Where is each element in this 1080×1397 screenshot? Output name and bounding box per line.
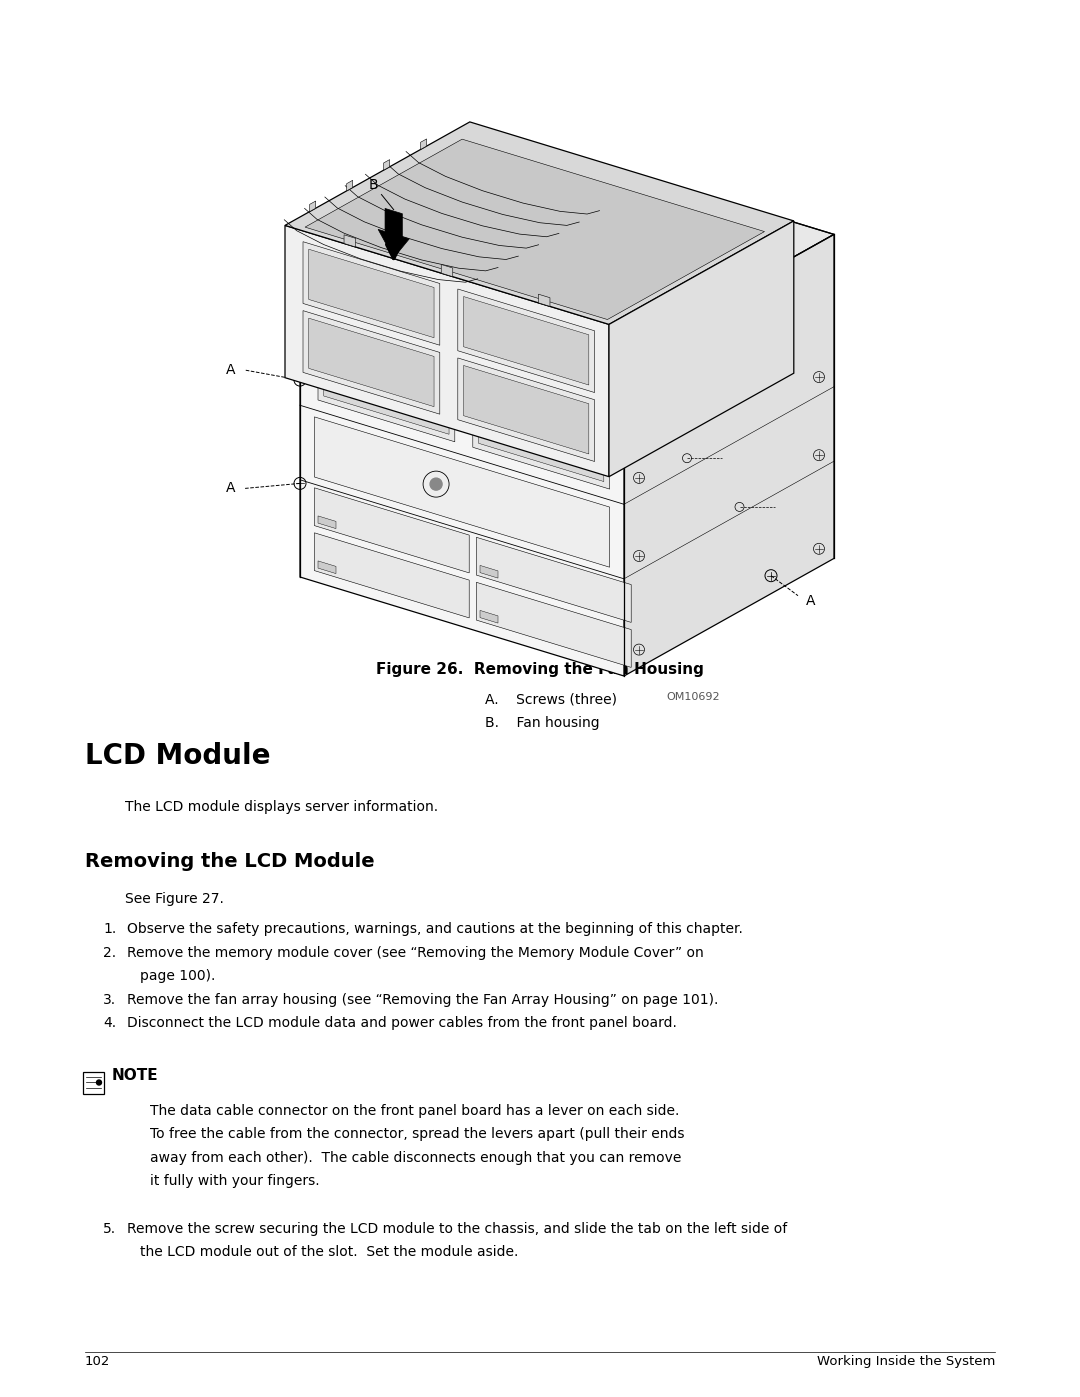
Polygon shape: [309, 249, 434, 338]
Polygon shape: [476, 583, 631, 668]
Text: the LCD module out of the slot.  Set the module aside.: the LCD module out of the slot. Set the …: [140, 1245, 518, 1259]
Text: Removing the LCD Module: Removing the LCD Module: [85, 852, 375, 870]
Polygon shape: [473, 386, 609, 489]
Circle shape: [430, 478, 442, 490]
Text: B: B: [368, 177, 378, 191]
Polygon shape: [378, 208, 409, 258]
Text: LCD Module: LCD Module: [85, 742, 270, 770]
Text: B.    Fan housing: B. Fan housing: [485, 717, 599, 731]
Polygon shape: [303, 242, 440, 345]
Text: A: A: [226, 363, 235, 377]
Polygon shape: [463, 296, 589, 386]
Text: 5.: 5.: [103, 1221, 117, 1235]
Polygon shape: [285, 122, 794, 324]
Text: Remove the fan array housing (see “Removing the Fan Array Housing” on page 101).: Remove the fan array housing (see “Remov…: [127, 992, 718, 1006]
Circle shape: [96, 1080, 102, 1085]
Polygon shape: [442, 264, 453, 277]
Polygon shape: [480, 610, 498, 623]
Text: A: A: [806, 594, 815, 608]
Text: 102: 102: [85, 1355, 110, 1368]
Polygon shape: [303, 310, 440, 414]
Text: 1.: 1.: [103, 922, 117, 936]
Text: NOTE: NOTE: [112, 1067, 159, 1083]
Polygon shape: [539, 295, 550, 306]
Polygon shape: [480, 566, 498, 578]
Text: 2.: 2.: [103, 946, 117, 960]
Text: page 100).: page 100).: [140, 970, 215, 983]
Polygon shape: [318, 562, 336, 574]
Polygon shape: [473, 317, 609, 420]
Polygon shape: [314, 532, 469, 617]
Polygon shape: [347, 180, 353, 191]
Text: A.    Screws (three): A. Screws (three): [485, 692, 617, 705]
Text: Remove the memory module cover (see “Removing the Memory Module Cover” on: Remove the memory module cover (see “Rem…: [127, 946, 704, 960]
Text: OM10692: OM10692: [666, 693, 720, 703]
Polygon shape: [383, 159, 390, 170]
Text: The data cable connector on the front panel board has a lever on each side.: The data cable connector on the front pa…: [150, 1104, 679, 1118]
Text: To free the cable from the connector, spread the levers apart (pull their ends: To free the cable from the connector, sp…: [150, 1127, 685, 1141]
Text: 4.: 4.: [103, 1016, 117, 1030]
Text: 3.: 3.: [103, 992, 117, 1006]
Polygon shape: [309, 319, 434, 407]
Polygon shape: [609, 221, 794, 476]
Text: Remove the screw securing the LCD module to the chassis, and slide the tab on th: Remove the screw securing the LCD module…: [127, 1221, 787, 1235]
Polygon shape: [300, 136, 834, 352]
Polygon shape: [478, 324, 604, 412]
Text: it fully with your fingers.: it fully with your fingers.: [150, 1173, 320, 1187]
Polygon shape: [345, 235, 355, 247]
Polygon shape: [314, 416, 609, 567]
Polygon shape: [314, 488, 469, 573]
Text: Disconnect the LCD module data and power cables from the front panel board.: Disconnect the LCD module data and power…: [127, 1016, 677, 1030]
Polygon shape: [458, 289, 595, 393]
Text: A: A: [226, 482, 235, 496]
Polygon shape: [476, 538, 631, 623]
Bar: [83, 1071, 104, 1094]
Text: Working Inside the System: Working Inside the System: [816, 1355, 995, 1368]
Polygon shape: [458, 358, 595, 461]
Polygon shape: [318, 338, 455, 441]
Polygon shape: [324, 346, 449, 434]
Polygon shape: [310, 201, 315, 211]
Polygon shape: [300, 253, 624, 676]
Text: See Figure 27.: See Figure 27.: [125, 893, 224, 907]
Text: away from each other).  The cable disconnects enough that you can remove: away from each other). The cable disconn…: [150, 1151, 681, 1165]
Text: Figure 26.  Removing the Fan Housing: Figure 26. Removing the Fan Housing: [376, 662, 704, 678]
Polygon shape: [305, 140, 765, 320]
Text: The LCD module displays server information.: The LCD module displays server informati…: [125, 800, 438, 814]
Polygon shape: [463, 366, 589, 454]
Polygon shape: [285, 225, 609, 476]
Polygon shape: [420, 138, 427, 149]
Polygon shape: [478, 393, 604, 482]
Text: Observe the safety precautions, warnings, and cautions at the beginning of this : Observe the safety precautions, warnings…: [127, 922, 743, 936]
Polygon shape: [624, 235, 834, 676]
Polygon shape: [324, 277, 449, 366]
Polygon shape: [318, 515, 336, 528]
Polygon shape: [318, 270, 455, 373]
